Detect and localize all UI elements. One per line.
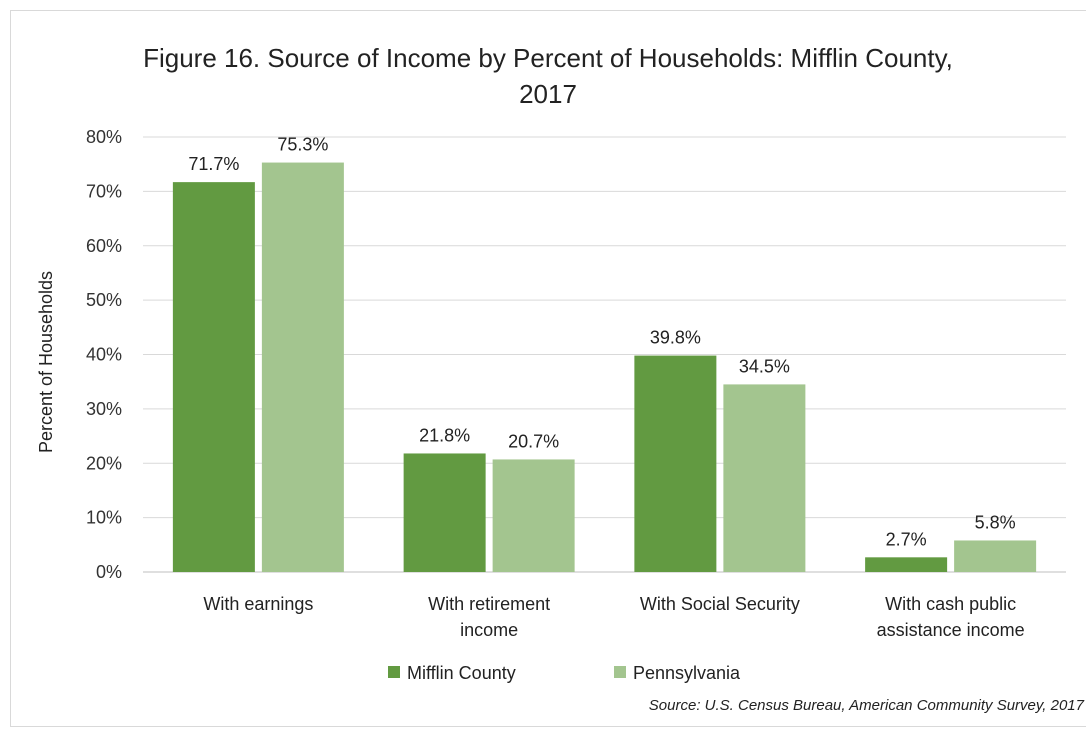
legend-swatch — [614, 666, 626, 678]
y-tick-label: 30% — [86, 399, 122, 419]
bar-mifflin-county — [865, 557, 948, 572]
y-tick-label: 50% — [86, 290, 122, 310]
bars — [172, 162, 1037, 572]
chart-title-line-2: 2017 — [519, 79, 577, 109]
bar-mifflin-county — [172, 182, 255, 572]
legend-label: Mifflin County — [407, 663, 516, 683]
category-label: With cash public — [885, 594, 1016, 614]
y-tick-label: 0% — [96, 562, 122, 582]
legend: Mifflin County Pennsylvania — [388, 663, 741, 683]
category-label: With retirement — [428, 594, 550, 614]
y-tick-label: 10% — [86, 508, 122, 528]
y-tick-label: 40% — [86, 345, 122, 365]
category-label: assistance income — [877, 620, 1025, 640]
chart-title-line-1: Figure 16. Source of Income by Percent o… — [143, 43, 953, 73]
bar-mifflin-county — [634, 355, 717, 572]
data-labels: 71.7% 75.3% 21.8% 20.7% 39.8% 34.5% 2.7% 5.8% — [188, 135, 1015, 550]
data-label: 34.5% — [739, 356, 790, 376]
data-label: 75.3% — [277, 135, 328, 155]
y-axis-ticks: 0% 10% 20% 30% 40% 50% 60% 70% 80% — [86, 127, 122, 582]
data-label: 21.8% — [419, 425, 470, 445]
data-label: 5.8% — [975, 512, 1016, 532]
y-tick-label: 80% — [86, 127, 122, 147]
bar-pennsylvania — [261, 162, 344, 572]
data-label: 2.7% — [886, 529, 927, 549]
category-label: With Social Security — [640, 594, 800, 614]
bar-mifflin-county — [403, 453, 486, 572]
bar-pennsylvania — [492, 459, 575, 572]
data-label: 39.8% — [650, 328, 701, 348]
y-tick-label: 60% — [86, 236, 122, 256]
legend-swatch — [388, 666, 400, 678]
bar-pennsylvania — [723, 384, 806, 572]
category-label: With earnings — [203, 594, 313, 614]
data-label: 20.7% — [508, 431, 559, 451]
y-tick-label: 70% — [86, 181, 122, 201]
y-tick-label: 20% — [86, 453, 122, 473]
y-axis-label: Percent of Households — [36, 271, 56, 453]
legend-label: Pennsylvania — [633, 663, 741, 683]
data-label: 71.7% — [188, 154, 239, 174]
source-note: Source: U.S. Census Bureau, American Com… — [648, 697, 1084, 714]
category-labels: With earnings With retirement income With S… — [203, 594, 1024, 640]
category-label: income — [460, 620, 518, 640]
bar-pennsylvania — [954, 540, 1037, 572]
